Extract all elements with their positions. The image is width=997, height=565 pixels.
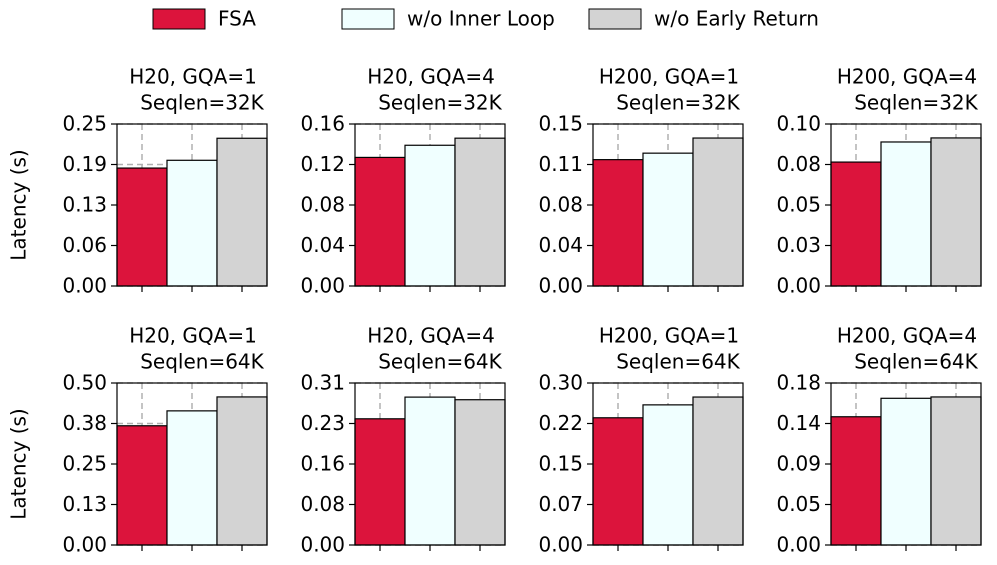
- y-tick-label: 0.00: [62, 533, 107, 557]
- bar: [692, 396, 744, 546]
- axes-frame: [592, 382, 744, 546]
- axes-frame: [354, 382, 506, 546]
- y-tick-label: 0.15: [538, 112, 583, 136]
- bar: [592, 159, 644, 287]
- y-tick-label: 0.23: [300, 411, 345, 435]
- bar: [692, 137, 744, 287]
- y-tick-label: 0.00: [300, 533, 345, 557]
- panel-title: H20, GQA=1: [129, 324, 257, 348]
- bar: [880, 397, 932, 546]
- legend-label: w/o Early Return: [654, 7, 819, 31]
- y-tick-label: 0.00: [776, 533, 821, 557]
- y-tick-label: 0.05: [776, 492, 821, 516]
- panel-subtitle: Seqlen=64K: [854, 350, 978, 374]
- y-tick-label: 0.50: [62, 371, 107, 395]
- y-tick-label: 0.12: [300, 152, 345, 176]
- y-axis-label: Latency (s): [7, 408, 31, 519]
- bar: [642, 404, 694, 546]
- panel-subtitle: Seqlen=64K: [616, 350, 740, 374]
- bar: [116, 167, 168, 287]
- bar: [592, 417, 644, 546]
- bar: [930, 137, 982, 287]
- legend-label: w/o Inner Loop: [407, 7, 555, 31]
- y-tick-label: 0.00: [62, 274, 107, 298]
- y-tick-label: 0.08: [776, 152, 821, 176]
- y-tick-label: 0.08: [300, 193, 345, 217]
- axes-frame: [830, 123, 982, 287]
- y-tick-label: 0.04: [538, 233, 583, 257]
- bar: [830, 416, 882, 546]
- y-tick-label: 0.14: [776, 411, 821, 435]
- legend-label: FSA: [218, 7, 256, 31]
- y-tick-label: 0.00: [538, 533, 583, 557]
- bar: [166, 410, 218, 546]
- y-tick-label: 0.15: [538, 452, 583, 476]
- axes-frame: [830, 382, 982, 546]
- y-tick-label: 0.06: [62, 233, 107, 257]
- bar: [216, 137, 268, 287]
- y-tick-label: 0.05: [776, 193, 821, 217]
- panel-title: H20, GQA=4: [367, 65, 495, 89]
- bar: [404, 396, 456, 546]
- panel-subtitle: Seqlen=32K: [140, 91, 264, 115]
- bar: [354, 156, 406, 287]
- y-tick-label: 0.18: [776, 371, 821, 395]
- y-tick-label: 0.13: [62, 193, 107, 217]
- bar: [454, 399, 506, 546]
- y-tick-label: 0.00: [776, 274, 821, 298]
- y-tick-label: 0.03: [776, 233, 821, 257]
- panel-subtitle: Seqlen=32K: [616, 91, 740, 115]
- y-tick-label: 0.25: [62, 452, 107, 476]
- bar: [354, 418, 406, 546]
- axes-frame: [116, 382, 268, 546]
- axes-frame: [592, 123, 744, 287]
- y-tick-label: 0.13: [62, 492, 107, 516]
- y-tick-label: 0.31: [300, 371, 345, 395]
- y-tick-label: 0.07: [538, 492, 583, 516]
- y-tick-label: 0.11: [538, 152, 583, 176]
- bar: [454, 137, 506, 287]
- y-tick-label: 0.25: [62, 112, 107, 136]
- y-tick-label: 0.10: [776, 112, 821, 136]
- y-tick-label: 0.00: [538, 274, 583, 298]
- y-tick-label: 0.04: [300, 233, 345, 257]
- bar: [642, 152, 694, 287]
- y-tick-label: 0.09: [776, 452, 821, 476]
- bar: [116, 425, 168, 546]
- y-axis-label: Latency (s): [7, 149, 31, 260]
- panel-subtitle: Seqlen=64K: [140, 350, 264, 374]
- panel-title: H200, GQA=1: [599, 65, 739, 89]
- y-tick-label: 0.16: [300, 452, 345, 476]
- bar: [880, 141, 932, 287]
- panel-title: H20, GQA=1: [129, 65, 257, 89]
- legend-swatch: [341, 8, 395, 30]
- axes-frame: [354, 123, 506, 287]
- legend-swatch: [588, 8, 642, 30]
- panel-subtitle: Seqlen=32K: [378, 91, 502, 115]
- y-tick-label: 0.08: [300, 492, 345, 516]
- y-tick-label: 0.38: [62, 411, 107, 435]
- y-tick-label: 0.30: [538, 371, 583, 395]
- y-tick-label: 0.08: [538, 193, 583, 217]
- panel-title: H200, GQA=1: [599, 324, 739, 348]
- panel-subtitle: Seqlen=64K: [378, 350, 502, 374]
- axes-frame: [116, 123, 268, 287]
- bar: [830, 161, 882, 287]
- y-tick-label: 0.19: [62, 152, 107, 176]
- panel-title: H200, GQA=4: [837, 65, 977, 89]
- y-tick-label: 0.16: [300, 112, 345, 136]
- panel-title: H200, GQA=4: [837, 324, 977, 348]
- legend-swatch: [152, 8, 206, 30]
- bar: [930, 396, 982, 546]
- bar: [404, 144, 456, 287]
- panel-title: H20, GQA=4: [367, 324, 495, 348]
- panel-subtitle: Seqlen=32K: [854, 91, 978, 115]
- y-tick-label: 0.00: [300, 274, 345, 298]
- y-tick-label: 0.22: [538, 411, 583, 435]
- bar: [166, 159, 218, 287]
- bar: [216, 396, 268, 546]
